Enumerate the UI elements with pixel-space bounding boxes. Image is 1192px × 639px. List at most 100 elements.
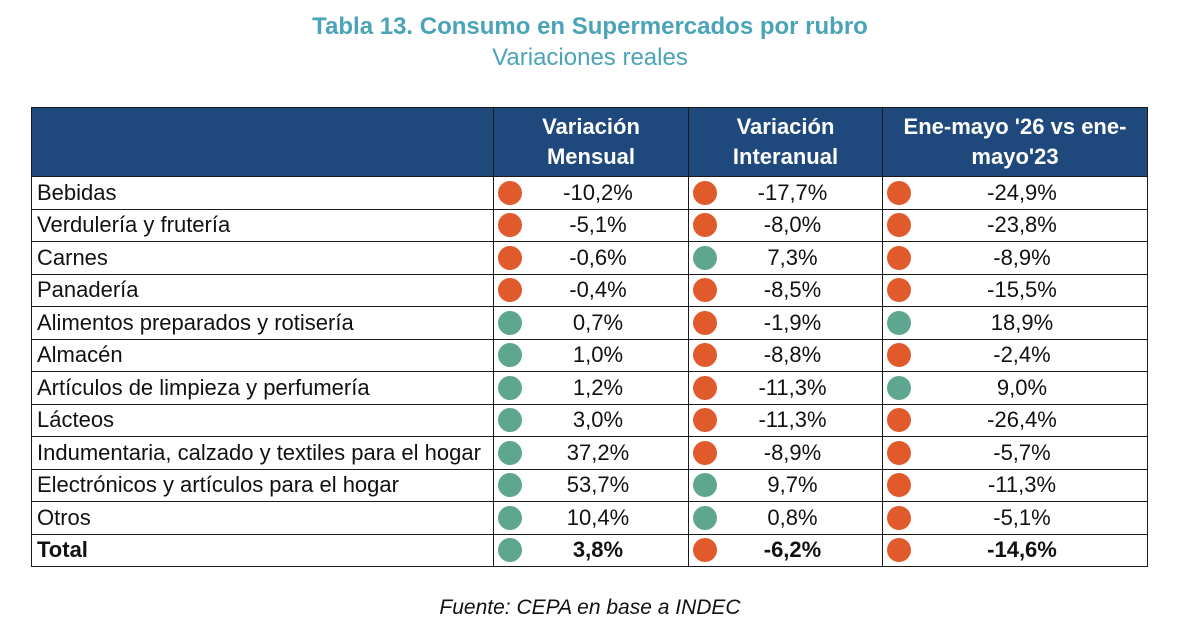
value-cell: -8,0% bbox=[688, 208, 883, 242]
value-cell: 0,8% bbox=[688, 501, 883, 535]
value-text: -24,9% bbox=[987, 179, 1057, 205]
value-cell: 1,2% bbox=[493, 371, 689, 405]
value-text: -14,6% bbox=[987, 537, 1057, 563]
row-label: Carnes bbox=[31, 241, 494, 275]
positive-indicator-dot bbox=[498, 408, 522, 433]
source-note: Fuente: CEPA en base a INDEC bbox=[439, 596, 741, 619]
table-row: Lácteos 3,0% -11,3% -26,4% bbox=[31, 403, 1148, 437]
value-cell: -5,1% bbox=[493, 208, 689, 242]
negative-indicator-dot bbox=[887, 245, 911, 270]
row-label: Bebidas bbox=[31, 176, 494, 210]
positive-indicator-dot bbox=[498, 375, 522, 400]
positive-indicator-dot bbox=[887, 375, 911, 400]
table-row: Electrónicos y artículos para el hogar 53… bbox=[31, 468, 1148, 502]
value-cell: -8,5% bbox=[688, 273, 883, 307]
table-row: Verdulería y frutería -5,1% -8,0% -23,8% bbox=[31, 208, 1148, 242]
table-row: Bebidas -10,2% -17,7% -24,9% bbox=[31, 176, 1148, 210]
value-cell: -15,5% bbox=[882, 273, 1148, 307]
positive-indicator-dot bbox=[887, 310, 911, 335]
positive-indicator-dot bbox=[498, 473, 522, 498]
value-cell: -11,3% bbox=[688, 371, 883, 405]
value-text: -5,1% bbox=[993, 504, 1051, 530]
negative-indicator-dot bbox=[498, 180, 522, 205]
value-cell: 37,2% bbox=[493, 436, 689, 470]
value-text: -11,3% bbox=[987, 472, 1057, 498]
value-cell: -8,9% bbox=[688, 436, 883, 470]
header-category bbox=[31, 107, 494, 177]
row-label: Artículos de limpieza y perfumería bbox=[31, 371, 494, 405]
value-cell: -10,2% bbox=[493, 176, 689, 210]
value-text: -11,3% bbox=[758, 374, 827, 400]
header-yearly: Variación Interanual bbox=[688, 107, 883, 177]
row-label: Total bbox=[31, 533, 494, 567]
value-cell: -5,1% bbox=[882, 501, 1148, 535]
value-text: -11,3% bbox=[758, 407, 827, 433]
negative-indicator-dot bbox=[887, 278, 911, 303]
negative-indicator-dot bbox=[887, 180, 911, 205]
value-text: 18,9% bbox=[990, 309, 1054, 335]
table-row: Panadería -0,4% -8,5% -15,5% bbox=[31, 273, 1148, 307]
value-cell: -11,3% bbox=[882, 468, 1148, 502]
table-row: Indumentaria, calzado y textiles para el… bbox=[31, 436, 1148, 470]
negative-indicator-dot bbox=[498, 213, 522, 238]
negative-indicator-dot bbox=[693, 375, 717, 400]
value-cell: -26,4% bbox=[882, 403, 1148, 437]
negative-indicator-dot bbox=[693, 180, 717, 205]
header-monthly: Variación Mensual bbox=[493, 107, 689, 177]
value-text: -26,4% bbox=[987, 407, 1057, 433]
consumption-table: Variación Mensual Variación Interanual E… bbox=[31, 107, 1148, 567]
positive-indicator-dot bbox=[498, 538, 522, 563]
row-label: Almacén bbox=[31, 338, 494, 372]
value-text: 3,8% bbox=[572, 537, 624, 563]
value-text: 37,2% bbox=[566, 439, 630, 465]
row-label: Electrónicos y artículos para el hogar bbox=[31, 468, 494, 502]
value-text: -0,4% bbox=[569, 277, 627, 303]
positive-indicator-dot bbox=[498, 310, 522, 335]
negative-indicator-dot bbox=[887, 473, 911, 498]
table-body: Bebidas -10,2% -17,7% -24,9% Verdulería y fr… bbox=[31, 176, 1148, 567]
negative-indicator-dot bbox=[887, 505, 911, 530]
table-subtitle: Variaciones reales bbox=[492, 44, 688, 71]
negative-indicator-dot bbox=[693, 343, 717, 368]
row-label: Panadería bbox=[31, 273, 494, 307]
value-text: -5,1% bbox=[569, 212, 627, 238]
negative-indicator-dot bbox=[693, 408, 717, 433]
negative-indicator-dot bbox=[887, 440, 911, 465]
table-row: Almacén 1,0% -8,8% -2,4% bbox=[31, 338, 1148, 372]
value-text: 9,0% bbox=[996, 374, 1048, 400]
value-text: -17,7% bbox=[757, 179, 828, 205]
value-cell: -5,7% bbox=[882, 436, 1148, 470]
value-text: -5,7% bbox=[993, 439, 1051, 465]
value-text: 1,0% bbox=[572, 342, 624, 368]
value-text: -23,8% bbox=[987, 212, 1057, 238]
value-cell: -14,6% bbox=[882, 533, 1148, 567]
value-text: 7,3% bbox=[767, 244, 818, 270]
table-row: Otros 10,4% 0,8% -5,1% bbox=[31, 501, 1148, 535]
value-text: 10,4% bbox=[566, 504, 630, 530]
row-label: Alimentos preparados y rotisería bbox=[31, 306, 494, 340]
value-cell: -23,8% bbox=[882, 208, 1148, 242]
negative-indicator-dot bbox=[693, 278, 717, 303]
value-cell: 3,0% bbox=[493, 403, 689, 437]
value-cell: -0,4% bbox=[493, 273, 689, 307]
negative-indicator-dot bbox=[887, 343, 911, 368]
value-text: -15,5% bbox=[987, 277, 1057, 303]
header-cumulative: Ene-mayo '26 vs ene-mayo'23 bbox=[882, 107, 1148, 177]
value-text: -1,9% bbox=[763, 309, 822, 335]
positive-indicator-dot bbox=[693, 245, 717, 270]
negative-indicator-dot bbox=[693, 310, 717, 335]
value-cell: -0,6% bbox=[493, 241, 689, 275]
value-cell: -17,7% bbox=[688, 176, 883, 210]
value-cell: 53,7% bbox=[493, 468, 689, 502]
header-row: Variación Mensual Variación Interanual E… bbox=[31, 107, 1148, 177]
value-cell: -1,9% bbox=[688, 306, 883, 340]
negative-indicator-dot bbox=[693, 538, 717, 563]
value-cell: 7,3% bbox=[688, 241, 883, 275]
value-cell: 3,8% bbox=[493, 533, 689, 567]
value-text: -6,2% bbox=[763, 537, 822, 563]
negative-indicator-dot bbox=[498, 278, 522, 303]
table-title: Tabla 13. Consumo en Supermercados por r… bbox=[312, 13, 868, 40]
table-row: Artículos de limpieza y perfumería 1,2% -1… bbox=[31, 371, 1148, 405]
value-cell: -8,9% bbox=[882, 241, 1148, 275]
value-text: 0,7% bbox=[572, 309, 624, 335]
